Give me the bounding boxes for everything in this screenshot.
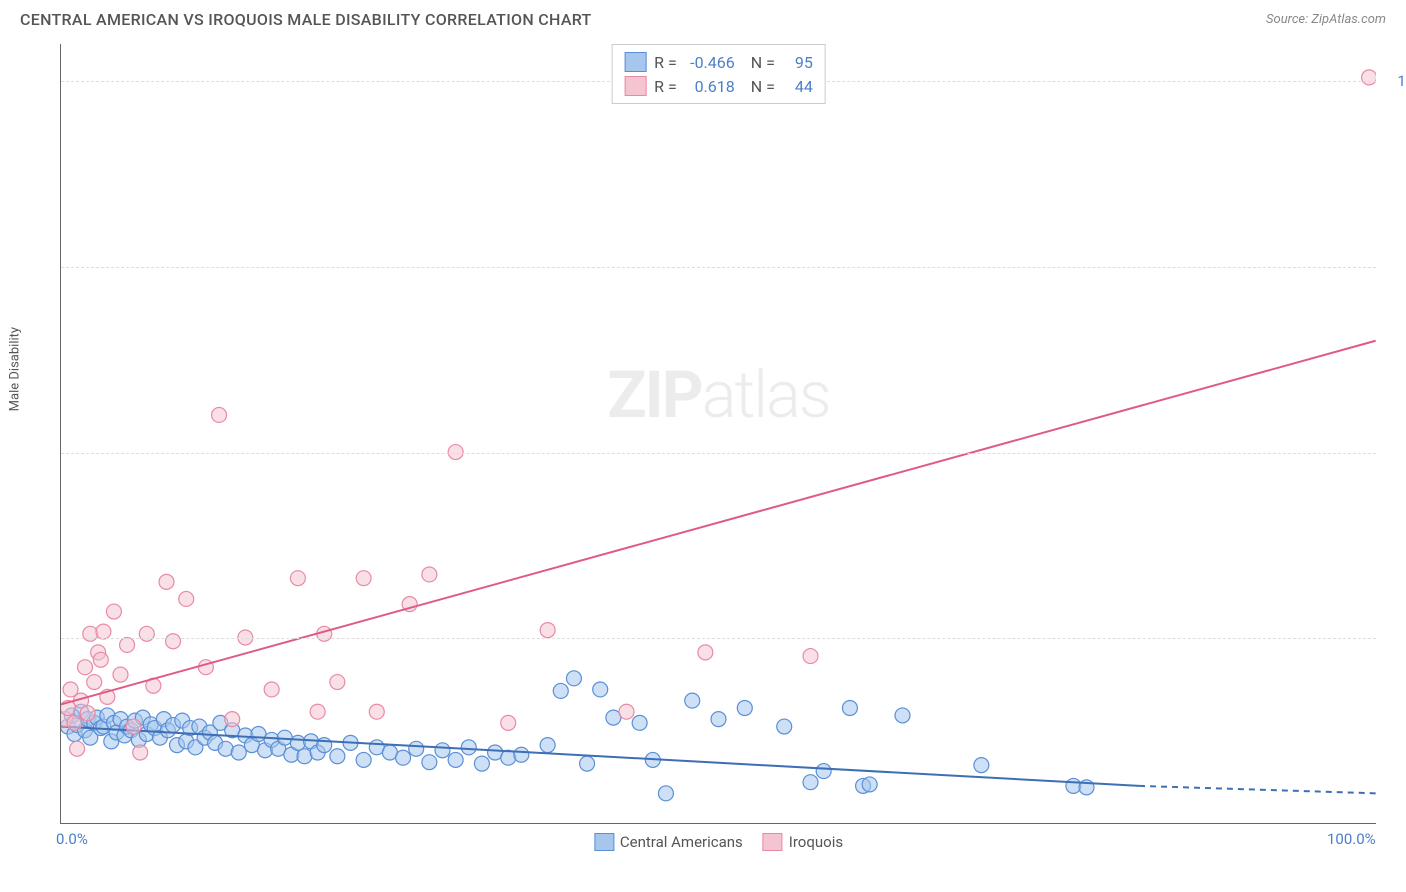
data-point bbox=[619, 704, 634, 719]
data-point bbox=[369, 704, 384, 719]
data-point bbox=[777, 719, 792, 734]
data-point bbox=[685, 693, 700, 708]
data-point bbox=[106, 604, 121, 619]
data-point bbox=[816, 764, 831, 779]
legend-r-central: -0.466 bbox=[685, 53, 735, 72]
data-point bbox=[78, 660, 93, 675]
data-point bbox=[474, 756, 489, 771]
legend-bottom-label-central: Central Americans bbox=[620, 833, 743, 851]
data-point bbox=[593, 682, 608, 697]
chart-header: CENTRAL AMERICAN VS IROQUOIS MALE DISABI… bbox=[10, 10, 1396, 34]
data-point bbox=[87, 675, 102, 690]
data-point bbox=[553, 683, 568, 698]
data-point bbox=[461, 740, 476, 755]
data-point bbox=[698, 645, 713, 660]
data-point bbox=[126, 719, 141, 734]
data-point bbox=[330, 749, 345, 764]
legend-n-central: 95 bbox=[783, 53, 813, 72]
data-point bbox=[159, 574, 174, 589]
legend-bottom-swatch-central bbox=[594, 833, 614, 851]
grid-line bbox=[61, 267, 1376, 268]
data-point bbox=[96, 624, 111, 639]
legend-bottom-label-iroquois: Iroquois bbox=[789, 833, 843, 851]
x-tick-label: 100.0% bbox=[1327, 830, 1376, 848]
data-point bbox=[179, 591, 194, 606]
data-point bbox=[448, 752, 463, 767]
data-point bbox=[212, 407, 227, 422]
legend-row-central: R = -0.466 N = 95 bbox=[624, 50, 813, 74]
data-point bbox=[67, 715, 82, 730]
data-point bbox=[225, 712, 240, 727]
data-point bbox=[658, 786, 673, 801]
data-point bbox=[80, 706, 95, 721]
data-point bbox=[356, 752, 371, 767]
data-point bbox=[711, 712, 726, 727]
legend-row-iroquois: R = 0.618 N = 44 bbox=[624, 74, 813, 98]
legend-bottom-iroquois: Iroquois bbox=[763, 833, 843, 851]
data-point bbox=[974, 758, 989, 773]
data-point bbox=[70, 741, 85, 756]
x-tick-label: 0.0% bbox=[56, 830, 88, 848]
data-point bbox=[356, 571, 371, 586]
data-point bbox=[290, 571, 305, 586]
chart-container: CENTRAL AMERICAN VS IROQUOIS MALE DISABI… bbox=[10, 10, 1396, 882]
data-point bbox=[166, 634, 181, 649]
trend-line bbox=[61, 341, 1375, 705]
data-point bbox=[501, 715, 516, 730]
data-point bbox=[264, 682, 279, 697]
data-point bbox=[803, 649, 818, 664]
grid-line bbox=[61, 453, 1376, 454]
data-point bbox=[580, 756, 595, 771]
legend-r-label: R = bbox=[654, 77, 677, 96]
legend-swatch-iroquois bbox=[624, 76, 646, 96]
data-point bbox=[803, 775, 818, 790]
data-point bbox=[632, 715, 647, 730]
legend-swatch-central bbox=[624, 52, 646, 72]
legend-n-iroquois: 44 bbox=[783, 77, 813, 96]
data-point bbox=[540, 738, 555, 753]
data-point bbox=[1362, 70, 1376, 85]
data-point bbox=[310, 704, 325, 719]
grid-line bbox=[61, 638, 1376, 639]
data-point bbox=[422, 755, 437, 770]
data-point bbox=[862, 777, 877, 792]
plot-svg bbox=[61, 44, 1376, 823]
legend-correlation: R = -0.466 N = 95 R = 0.618 N = 44 bbox=[611, 44, 826, 104]
y-axis-label: Male Disability bbox=[8, 327, 23, 411]
data-point bbox=[895, 708, 910, 723]
data-point bbox=[422, 567, 437, 582]
data-point bbox=[330, 675, 345, 690]
y-tick-label: 100.0% bbox=[1386, 72, 1406, 90]
data-point bbox=[409, 741, 424, 756]
data-point bbox=[133, 745, 148, 760]
chart-title: CENTRAL AMERICAN VS IROQUOIS MALE DISABI… bbox=[20, 10, 592, 29]
data-point bbox=[566, 671, 581, 686]
chart-source: Source: ZipAtlas.com bbox=[1266, 12, 1386, 27]
legend-bottom-central: Central Americans bbox=[594, 833, 743, 851]
legend-r-label: R = bbox=[654, 53, 677, 72]
data-point bbox=[737, 701, 752, 716]
legend-bottom-swatch-iroquois bbox=[763, 833, 783, 851]
data-point bbox=[93, 652, 108, 667]
data-point bbox=[540, 623, 555, 638]
plot-area: ZIPatlas R = -0.466 N = 95 R = 0.618 N =… bbox=[60, 44, 1376, 824]
legend-n-label: N = bbox=[743, 77, 775, 96]
data-point bbox=[842, 701, 857, 716]
legend-n-label: N = bbox=[743, 53, 775, 72]
legend-r-iroquois: 0.618 bbox=[685, 77, 735, 96]
data-point bbox=[396, 750, 411, 765]
data-point bbox=[514, 747, 529, 762]
data-point bbox=[113, 667, 128, 682]
data-point bbox=[120, 637, 135, 652]
data-point bbox=[231, 745, 246, 760]
y-tick-label: 50.0% bbox=[1386, 444, 1406, 462]
data-point bbox=[435, 743, 450, 758]
data-point bbox=[501, 750, 516, 765]
legend-bottom: Central Americans Iroquois bbox=[594, 833, 843, 851]
trend-line-extrapolated bbox=[1139, 786, 1376, 793]
y-tick-label: 25.0% bbox=[1386, 629, 1406, 647]
y-tick-label: 75.0% bbox=[1386, 258, 1406, 276]
